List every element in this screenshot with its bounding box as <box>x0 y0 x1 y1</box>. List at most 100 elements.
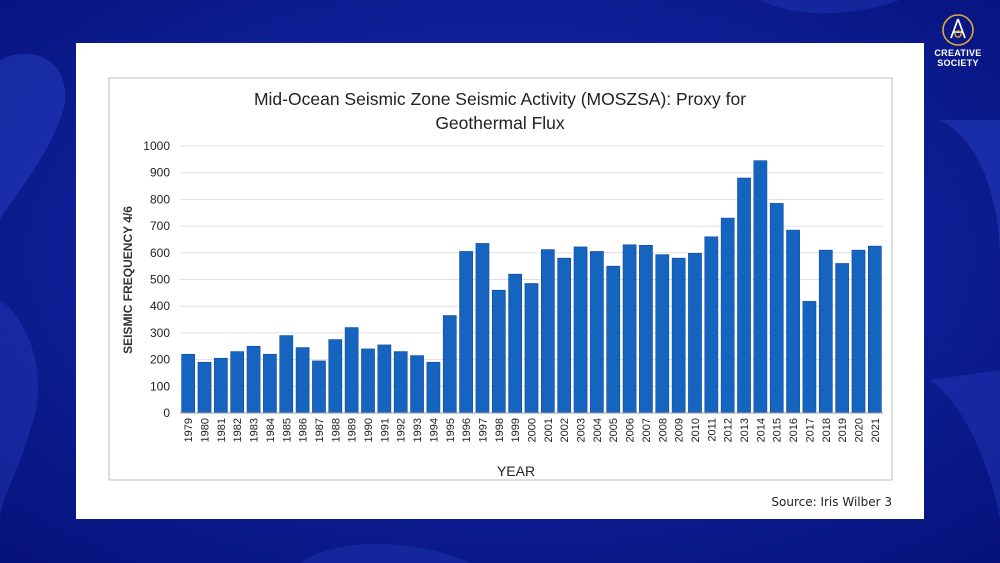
y-tick-label: 600 <box>150 246 170 260</box>
bar-1998 <box>491 289 506 414</box>
bar-2002 <box>557 257 572 414</box>
bar-2009 <box>671 257 686 414</box>
y-tick-label: 400 <box>150 299 170 313</box>
x-tick-label: 2018 <box>821 418 833 442</box>
bar-2014 <box>753 160 768 414</box>
x-tick-label: 1991 <box>379 418 391 442</box>
x-tick-label: 1994 <box>428 418 440 442</box>
x-tick-label: 2000 <box>527 418 539 442</box>
x-tick-label: 2007 <box>641 418 653 442</box>
creative-society-logo: CREATIVE SOCIETY <box>925 12 991 92</box>
x-axis-ticks: 1979 1980 1981 1982 1983 1984 1985 1986 1987 1988… <box>183 418 882 442</box>
chart-title-line2: Geothermal Flux <box>435 113 565 133</box>
x-tick-label: 2016 <box>788 418 800 442</box>
y-tick-label: 700 <box>150 219 170 233</box>
x-tick-label: 1984 <box>265 418 277 442</box>
logo-text-line1: CREATIVE <box>934 48 982 58</box>
x-tick-label: 2013 <box>739 418 751 442</box>
x-tick-label: 1981 <box>216 418 228 442</box>
x-tick-label: 1985 <box>281 418 293 442</box>
x-tick-label: 2015 <box>772 418 784 442</box>
x-tick-label: 2012 <box>723 418 735 442</box>
x-tick-label: 2005 <box>608 418 620 442</box>
bar-2013 <box>737 177 751 414</box>
bar-2016 <box>786 229 800 414</box>
x-tick-label: 1987 <box>314 418 326 442</box>
chart-title-line1: Mid-Ocean Seismic Zone Seismic Activity … <box>254 89 746 109</box>
y-tick-label: 1000 <box>143 139 170 153</box>
bar-2017 <box>802 301 817 414</box>
x-axis-label: YEAR <box>497 463 535 479</box>
bar-1997 <box>475 243 490 414</box>
bar-chart: Mid-Ocean Seismic Zone Seismic Activity … <box>108 77 893 481</box>
bar-1979 <box>181 353 196 414</box>
x-tick-label: 1983 <box>249 418 261 442</box>
bar-2001 <box>541 249 555 414</box>
bar-2011 <box>704 236 719 414</box>
x-tick-label: 1998 <box>494 418 506 442</box>
bar-1984 <box>263 353 277 414</box>
bar-1981 <box>214 357 228 414</box>
bar-1996 <box>459 251 473 414</box>
x-tick-label: 1990 <box>363 418 375 442</box>
bar-1989 <box>344 327 359 414</box>
logo-emblem-icon <box>942 14 974 46</box>
x-tick-label: 1988 <box>330 418 342 442</box>
slide-panel: Mid-Ocean Seismic Zone Seismic Activity … <box>76 43 924 519</box>
x-tick-label: 2010 <box>690 418 702 442</box>
bar-1987 <box>312 360 326 414</box>
x-tick-label: 2008 <box>657 418 669 442</box>
x-tick-label: 1989 <box>347 418 359 442</box>
x-tick-label: 2004 <box>592 418 604 442</box>
x-tick-label: 2009 <box>674 418 686 442</box>
bar-2006 <box>622 244 637 414</box>
x-tick-label: 2020 <box>853 418 865 442</box>
bar-1995 <box>442 315 457 414</box>
x-tick-label: 1999 <box>510 418 522 442</box>
x-tick-label: 1980 <box>200 418 212 442</box>
x-tick-label: 2003 <box>576 418 588 442</box>
bar-2021 <box>867 245 882 414</box>
bar-2012 <box>720 217 735 414</box>
x-tick-label: 1995 <box>445 418 457 442</box>
y-tick-label: 100 <box>150 379 170 393</box>
source-caption: Source: Iris Wilber 3 <box>771 495 892 509</box>
bar-2000 <box>524 283 539 414</box>
bar-2007 <box>639 245 653 414</box>
bar-1994 <box>426 361 441 414</box>
x-tick-label: 1992 <box>396 418 408 442</box>
bar-2018 <box>818 249 833 414</box>
bar-1991 <box>377 344 392 414</box>
bar-1982 <box>230 351 245 414</box>
x-tick-label: 2002 <box>559 418 571 442</box>
x-tick-label: 2006 <box>625 418 637 442</box>
bar-1993 <box>410 355 424 414</box>
y-axis-label: SEISMIC FREQUENCY 4/6 <box>121 206 135 354</box>
x-tick-label: 1986 <box>298 418 310 442</box>
bar-2015 <box>769 203 784 414</box>
bar-2004 <box>590 251 604 414</box>
bar-1983 <box>246 345 261 414</box>
x-tick-label: 2001 <box>543 418 555 442</box>
bar-1980 <box>197 361 212 414</box>
x-tick-label: 2017 <box>804 418 816 442</box>
bar-2008 <box>655 254 670 414</box>
y-tick-label: 200 <box>150 353 170 367</box>
logo-text-line2: SOCIETY <box>937 58 979 68</box>
x-tick-label: 2014 <box>755 418 767 442</box>
x-tick-label: 1979 <box>183 418 195 442</box>
bar-2019 <box>835 263 849 414</box>
y-axis-ticks: 0 100 200 300 400 500 600 700 800 900 1000 <box>143 139 170 420</box>
bar-1999 <box>508 273 522 414</box>
bar-2020 <box>851 249 866 414</box>
y-tick-label: 500 <box>150 273 170 287</box>
bar-2003 <box>573 246 588 414</box>
x-tick-label: 1993 <box>412 418 424 442</box>
bar-1986 <box>295 347 310 414</box>
bar-1992 <box>393 351 408 414</box>
x-tick-label: 2021 <box>870 418 882 442</box>
bars <box>181 160 882 414</box>
y-tick-label: 0 <box>163 406 170 420</box>
y-tick-label: 300 <box>150 326 170 340</box>
x-tick-label: 1997 <box>477 418 489 442</box>
